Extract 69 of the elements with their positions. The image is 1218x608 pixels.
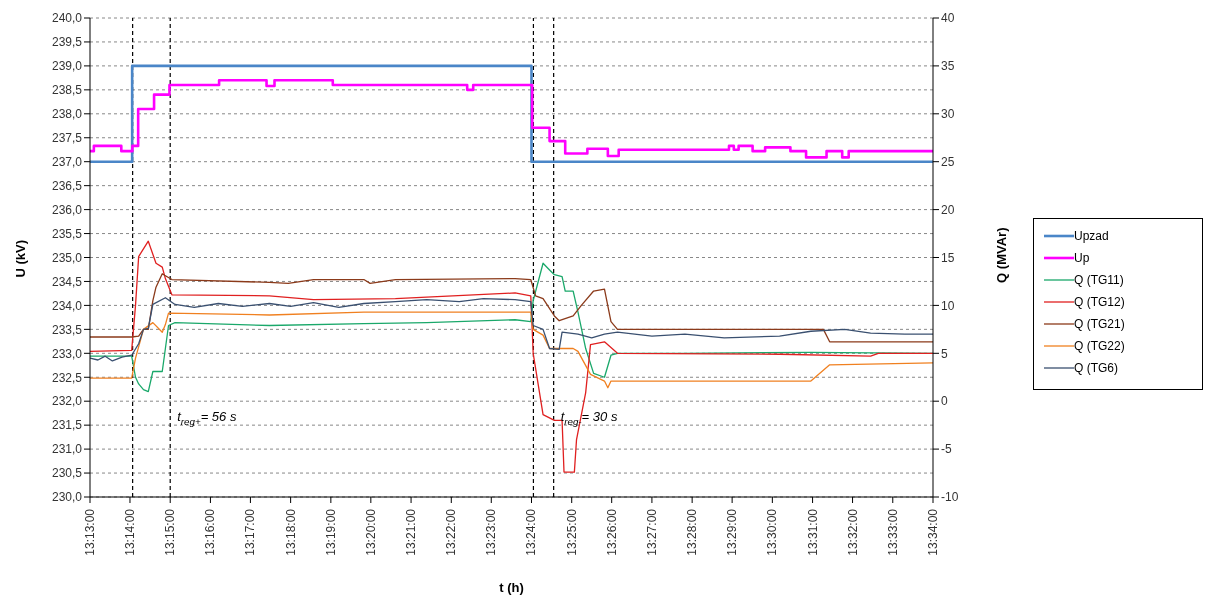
y-tick-label: 230,0 bbox=[51, 490, 83, 505]
x-tick-label: 13:26:00 bbox=[604, 508, 619, 556]
x-tick-label: 13:30:00 bbox=[765, 508, 780, 556]
legend-label: Q (TG11) bbox=[1074, 272, 1124, 289]
legend-label: Q (TG12) bbox=[1074, 294, 1125, 311]
line-series bbox=[90, 273, 933, 343]
y2-tick-label: 0 bbox=[941, 394, 948, 409]
line-series bbox=[90, 297, 933, 362]
x-tick-label: 13:15:00 bbox=[163, 508, 178, 556]
legend-label: Q (TG22) bbox=[1074, 338, 1125, 355]
x-tick-label: 13:33:00 bbox=[885, 508, 900, 556]
y2-tick-label: 20 bbox=[941, 202, 955, 217]
y-tick-label: 238,0 bbox=[51, 107, 83, 122]
x-tick-label: 13:31:00 bbox=[805, 508, 820, 556]
y2-tick-label: 30 bbox=[941, 107, 955, 122]
x-tick-label: 13:13:00 bbox=[83, 508, 97, 556]
x-tick-label: 13:23:00 bbox=[484, 508, 499, 556]
legend-label: Up bbox=[1074, 250, 1090, 267]
y2-tick-label: 10 bbox=[941, 298, 955, 313]
y2-tick-label: -5 bbox=[941, 442, 952, 457]
x-tick-label: 13:14:00 bbox=[122, 508, 137, 556]
y-tick-label: 230,5 bbox=[51, 466, 83, 481]
y2-tick-label: 5 bbox=[941, 346, 948, 361]
y-tick-label: 234,0 bbox=[51, 298, 83, 313]
y-tick-label: 234,5 bbox=[51, 274, 83, 289]
x-tick-label: 13:18:00 bbox=[283, 508, 298, 556]
y-tick-label: 237,5 bbox=[51, 131, 83, 146]
x-tick-label: 13:32:00 bbox=[845, 508, 860, 556]
y-tick-label: 233,5 bbox=[51, 322, 83, 337]
x-tick-label: 13:24:00 bbox=[524, 508, 539, 556]
y-tick-label: 239,5 bbox=[51, 35, 83, 50]
x-tick-label: 13:29:00 bbox=[725, 508, 740, 556]
y2-tick-label: 35 bbox=[941, 59, 955, 74]
legend-label: Q (TG21) bbox=[1074, 316, 1125, 333]
x-tick-label: 13:25:00 bbox=[564, 508, 579, 556]
y-tick-label: 240,0 bbox=[51, 11, 83, 26]
y-tick-label: 236,0 bbox=[51, 202, 83, 217]
y-tick-label: 231,0 bbox=[51, 442, 83, 457]
y-tick-label: 232,5 bbox=[51, 370, 83, 385]
x-tick-label: 13:28:00 bbox=[685, 508, 700, 556]
x-axis-title: t (h) bbox=[499, 580, 524, 595]
x-tick-label: 13:19:00 bbox=[323, 508, 338, 556]
line-series bbox=[90, 240, 933, 473]
y-tick-label: 239,0 bbox=[51, 59, 83, 74]
x-tick-label: 13:22:00 bbox=[444, 508, 459, 556]
y-tick-label: 237,0 bbox=[51, 154, 83, 169]
x-tick-label: 13:20:00 bbox=[363, 508, 378, 556]
y-axis-title: U (kV) bbox=[12, 239, 28, 278]
y2-tick-label: 25 bbox=[941, 154, 955, 169]
annotation: t$_{reg+}$= 56 s bbox=[177, 408, 237, 427]
line-series bbox=[90, 311, 933, 389]
y2-tick-label: 15 bbox=[941, 250, 955, 265]
y-tick-label: 232,0 bbox=[51, 394, 83, 409]
y-tick-label: 231,5 bbox=[51, 418, 83, 433]
y-tick-label: 236,5 bbox=[51, 178, 83, 193]
y2-tick-label: 40 bbox=[941, 11, 955, 26]
y2-axis-title: Q (MVAr) bbox=[993, 227, 1009, 283]
x-tick-label: 13:17:00 bbox=[243, 508, 258, 556]
x-tick-label: 13:34:00 bbox=[926, 508, 940, 556]
x-tick-label: 13:27:00 bbox=[644, 508, 659, 556]
legend-label: Q (TG6) bbox=[1074, 360, 1118, 377]
y-tick-label: 235,0 bbox=[51, 250, 83, 265]
y-tick-label: 235,5 bbox=[51, 226, 83, 241]
legend-label: Upzad bbox=[1074, 228, 1109, 245]
y2-tick-label: -10 bbox=[941, 490, 959, 505]
x-tick-label: 13:16:00 bbox=[203, 508, 218, 556]
x-tick-label: 13:21:00 bbox=[404, 508, 419, 556]
y-tick-label: 233,0 bbox=[51, 346, 83, 361]
y-tick-label: 238,5 bbox=[51, 83, 83, 98]
